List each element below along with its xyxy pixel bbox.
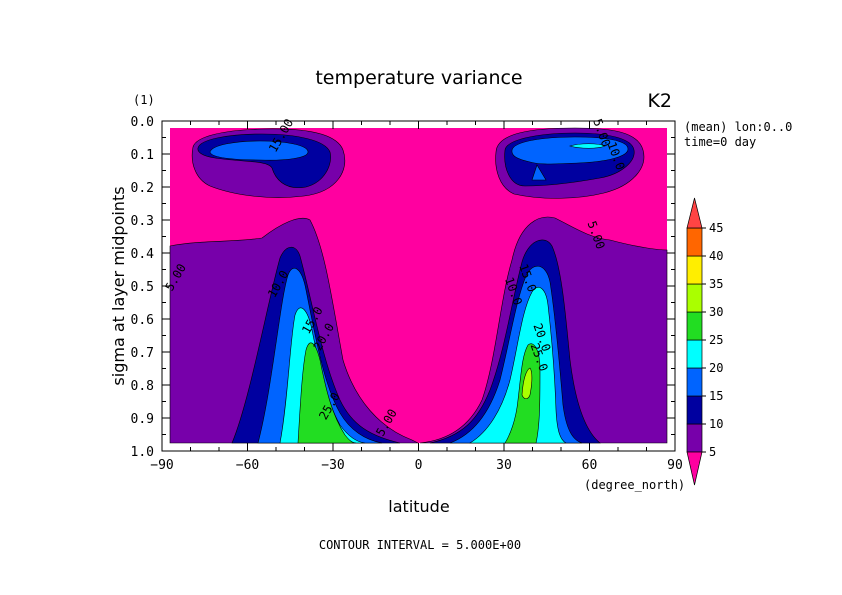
colorbar-swatch	[686, 283, 703, 313]
level-15-fill-south-upper	[209, 140, 309, 161]
x-axis-unit: (degree_north)	[584, 478, 685, 492]
colorbar-top-arrow	[686, 197, 703, 229]
colorbar: 5 10 15 20 25 30 35 40 45	[686, 197, 723, 486]
colorbar-swatch	[686, 423, 703, 453]
y-tick-label: 0.4	[131, 247, 155, 262]
top-left-label: (1)	[133, 93, 155, 107]
colorbar-label: 25	[709, 333, 723, 347]
y-tick-labels: 0.0 0.1 0.2 0.3 0.4 0.5 0.6 0.7 0.8 0.9 1.0	[131, 115, 155, 460]
y-tick-label: 1.0	[131, 445, 154, 460]
colorbar-bottom-arrow	[686, 451, 703, 486]
y-tick-label: 0.8	[131, 379, 154, 394]
level-30-fill-north-lower	[521, 367, 533, 400]
info-line-2: time=0 day	[684, 135, 756, 149]
x-tick-label: −30	[321, 458, 344, 473]
y-tick-label: 0.3	[131, 214, 154, 229]
colorbar-label: 30	[709, 305, 723, 319]
y-tick-label: 0.0	[131, 115, 154, 130]
colorbar-swatch	[686, 227, 703, 257]
colorbar-swatch	[686, 395, 703, 425]
colorbar-label: 45	[709, 221, 723, 235]
level-20-fill-north-upper	[568, 143, 606, 149]
y-tick-marks	[162, 120, 675, 452]
y-tick-label: 0.9	[131, 412, 154, 427]
colorbar-swatch	[686, 367, 703, 397]
x-tick-labels: −90 −60 −30 0 30 60 90	[150, 458, 683, 473]
y-tick-label: 0.2	[131, 181, 154, 196]
y-tick-label: 0.1	[131, 148, 154, 163]
colorbar-swatch	[686, 311, 703, 341]
y-tick-label: 0.7	[131, 346, 154, 361]
level-20-fill-north-lower	[468, 286, 567, 444]
x-tick-label: −90	[150, 458, 173, 473]
colorbar-label: 5	[709, 445, 716, 459]
contour-interval-note: CONTOUR INTERVAL = 5.000E+00	[319, 538, 521, 552]
x-tick-label: 0	[415, 458, 423, 473]
x-tick-label: 90	[667, 458, 683, 473]
y-axis-label: sigma at layer midpoints	[109, 186, 128, 385]
level-25-fill-south-lower	[297, 342, 357, 444]
y-tick-label: 0.5	[131, 280, 154, 295]
colorbar-label: 40	[709, 249, 723, 263]
x-axis-label: latitude	[388, 497, 449, 516]
chart-title: temperature variance	[315, 67, 522, 89]
colorbar-label: 10	[709, 417, 723, 431]
x-tick-marks	[161, 121, 676, 451]
x-tick-label: 60	[582, 458, 598, 473]
colorbar-label: 35	[709, 277, 723, 291]
colorbar-label: 15	[709, 389, 723, 403]
colorbar-swatch	[686, 255, 703, 285]
y-tick-label: 0.6	[131, 313, 154, 328]
colorbar-swatch	[686, 339, 703, 369]
x-tick-label: −60	[236, 458, 259, 473]
info-line-1: (mean) lon:0..0	[684, 120, 792, 134]
top-right-label: K2	[647, 90, 672, 112]
x-tick-label: 30	[496, 458, 512, 473]
colorbar-label: 20	[709, 361, 723, 375]
